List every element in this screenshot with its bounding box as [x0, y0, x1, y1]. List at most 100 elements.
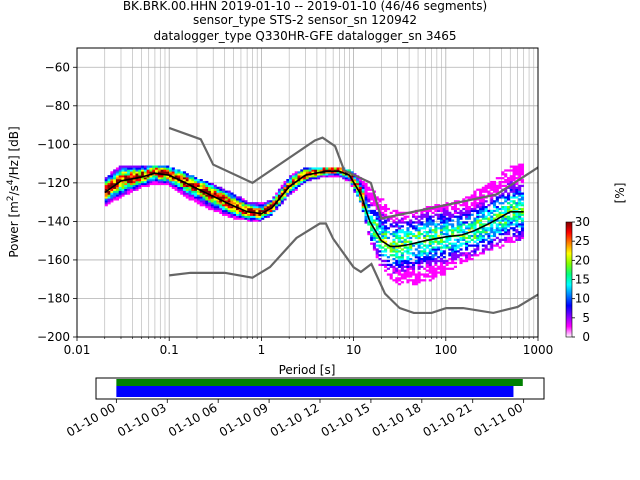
- pdf-cell: [501, 196, 505, 199]
- pdf-cell: [124, 182, 128, 186]
- pdf-cell: [518, 225, 522, 228]
- pdf-cell: [434, 227, 438, 230]
- pdf-cell: [484, 232, 488, 236]
- pdf-cell: [504, 209, 508, 213]
- pdf-cell: [177, 184, 181, 188]
- pdf-cell: [445, 259, 449, 263]
- pdf-cell: [409, 252, 413, 255]
- pdf-cell: [451, 258, 455, 261]
- pdf-cell: [411, 271, 416, 274]
- pdf-cell: [300, 173, 304, 176]
- pdf-cell: [113, 190, 117, 193]
- pdf-cell: [476, 211, 480, 214]
- pdf-cell: [506, 169, 511, 172]
- pdf-cell: [169, 179, 173, 182]
- pdf-cell: [118, 179, 122, 182]
- pdf-cell: [143, 182, 147, 186]
- pdf-cell: [400, 240, 404, 243]
- pdf-cell: [395, 271, 399, 274]
- pdf-cell: [512, 209, 516, 213]
- pdf-cell: [425, 252, 430, 255]
- pdf-cell: [456, 223, 460, 226]
- pdf-cell: [398, 225, 402, 228]
- coverage-green-bar: [116, 379, 523, 386]
- pdf-cell: [121, 173, 125, 176]
- pdf-cell: [205, 190, 209, 193]
- pdf-cell: [490, 223, 494, 226]
- pdf-cell: [381, 221, 385, 224]
- pdf-cell: [520, 167, 525, 170]
- pdf-cell: [291, 175, 295, 178]
- pdf-cell: [520, 180, 525, 184]
- pdf-cell: [174, 179, 178, 182]
- pdf-cell: [107, 184, 111, 188]
- pdf-cell: [506, 207, 511, 211]
- pdf-cell: [297, 182, 301, 186]
- pdf-cell: [219, 209, 223, 213]
- pdf-cell: [118, 194, 122, 197]
- pdf-cell: [459, 225, 463, 228]
- pdf-cell: [132, 169, 136, 172]
- pdf-cell: [155, 179, 159, 182]
- pdf-cell: [171, 169, 175, 172]
- pdf-cell: [230, 211, 234, 214]
- pdf-cell: [487, 227, 491, 230]
- pdf-cell: [177, 169, 181, 172]
- pdf-cell: [411, 269, 416, 272]
- pdf-cell: [381, 227, 385, 230]
- pdf-cell: [384, 213, 388, 216]
- pdf-cell: [451, 207, 455, 211]
- pdf-cell: [294, 182, 298, 186]
- pdf-cell: [495, 177, 499, 180]
- pdf-cell: [305, 179, 309, 182]
- pdf-cell: [286, 184, 290, 188]
- pdf-cell: [339, 175, 343, 178]
- pdf-cell: [389, 273, 393, 276]
- pdf-cell: [236, 213, 240, 216]
- pdf-cell: [319, 173, 323, 176]
- pdf-cell: [375, 219, 379, 222]
- pdf-cell: [375, 215, 379, 218]
- pdf-cell: [462, 231, 466, 234]
- pdf-cell: [258, 213, 262, 216]
- pdf-cell: [431, 207, 435, 211]
- pdf-cell: [451, 219, 455, 222]
- pdf-cell: [389, 225, 393, 228]
- pdf-cell: [403, 261, 407, 265]
- pdf-cell: [127, 190, 131, 193]
- pdf-cell: [448, 248, 452, 251]
- pdf-cell: [384, 269, 388, 272]
- pdf-cell: [484, 184, 488, 188]
- pdf-cell: [445, 211, 449, 214]
- pdf-cell: [375, 250, 379, 253]
- pdf-cell: [439, 259, 444, 263]
- pdf-cell: [110, 200, 114, 203]
- pdf-cell: [492, 205, 497, 209]
- pdf-cell: [411, 265, 416, 268]
- pdf-cell: [504, 169, 508, 172]
- new-low-noise-model-line: [169, 222, 539, 315]
- pdf-cell: [255, 204, 259, 207]
- pdf-cell: [425, 213, 430, 216]
- pdf-cell: [451, 259, 455, 263]
- pdf-cell: [367, 188, 371, 191]
- pdf-cell: [115, 180, 120, 184]
- pdf-cell: [406, 275, 410, 278]
- pdf-cell: [185, 173, 189, 176]
- pdf-cell: [431, 231, 435, 234]
- pdf-cell: [473, 219, 477, 222]
- pdf-cell: [180, 180, 184, 184]
- pdf-cell: [160, 177, 164, 180]
- psd-plot-area: 0.01 0.1 1 10 100 1000 −200−180−160−140−120−1…: [37, 47, 553, 357]
- pdf-cell: [322, 173, 326, 176]
- pdf-cell: [378, 217, 382, 220]
- pdf-cell: [127, 169, 131, 172]
- pdf-cell: [378, 205, 382, 209]
- pdf-cell: [520, 225, 525, 228]
- pdf-cell: [425, 205, 430, 209]
- pdf-cell: [213, 205, 217, 209]
- pdf-cell: [272, 207, 276, 211]
- pdf-cell: [205, 204, 209, 207]
- pdf-cell: [328, 169, 332, 172]
- pdf-cell: [129, 175, 133, 178]
